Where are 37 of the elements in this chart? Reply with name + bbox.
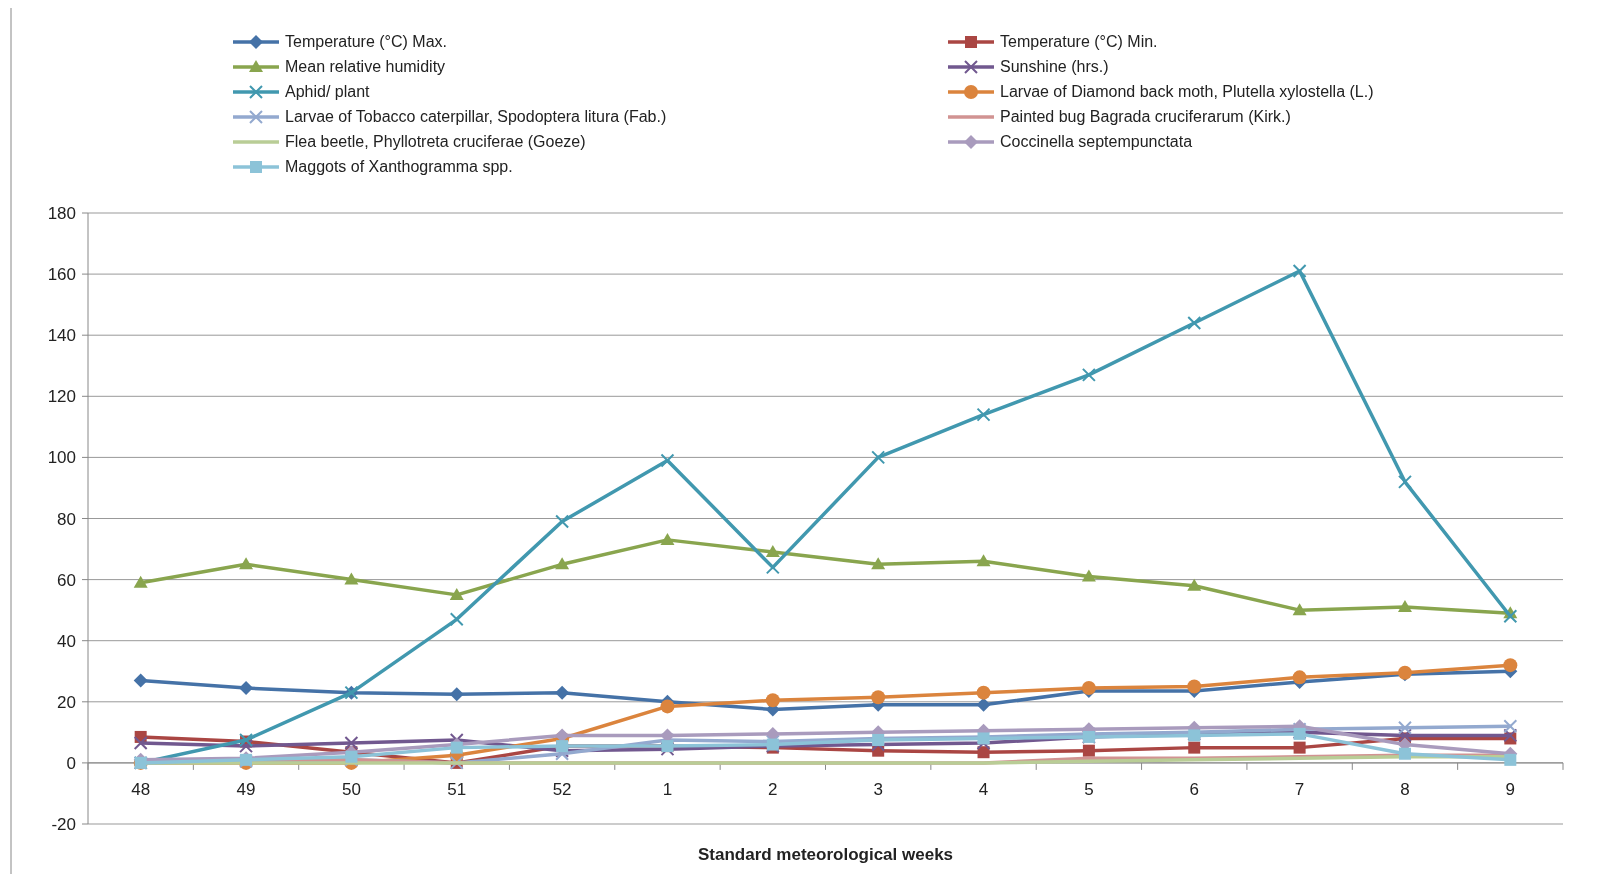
legend-label: Aphid/ plant — [285, 83, 371, 100]
x-tick-label: 8 — [1400, 779, 1410, 799]
y-tick-label: 40 — [57, 631, 76, 651]
x-tick-label: 1 — [662, 779, 673, 799]
legend-label: Sunshine (hrs.) — [1000, 58, 1109, 75]
y-tick-label: 120 — [47, 387, 76, 407]
y-tick-label: 160 — [47, 265, 76, 285]
legend-label: Larvae of Diamond back moth, Plutella xylostella (L.) — [1000, 83, 1374, 100]
x-tick-label: 51 — [447, 779, 467, 799]
y-tick-label: 180 — [47, 204, 76, 223]
x-tick-label: 49 — [236, 779, 256, 799]
y-tick-label: 20 — [57, 692, 76, 712]
x-tick-label: 7 — [1294, 779, 1305, 799]
legend-label: Coccinella septempunctata — [1000, 133, 1193, 150]
legend-label: Flea beetle, Phyllotreta cruciferae (Goeze) — [285, 133, 586, 150]
y-tick-label: 80 — [57, 509, 76, 529]
legend-label: Painted bug Bagrada cruciferarum (Kirk.) — [1000, 108, 1291, 125]
legend-label: Temperature (°C) Min. — [1000, 33, 1158, 50]
x-tick-label: 50 — [341, 779, 361, 799]
y-tick-label: -20 — [51, 815, 76, 834]
legend-label: Mean relative humidity — [285, 58, 446, 75]
y-tick-label: 60 — [57, 570, 76, 590]
y-tick-label: 0 — [66, 753, 76, 773]
y-tick-label: 140 — [47, 326, 76, 346]
x-tick-label: 48 — [131, 779, 151, 799]
x-tick-label: 5 — [1084, 779, 1094, 799]
legend-label: Maggots of Xanthogramma spp. — [285, 158, 513, 175]
x-tick-label: 52 — [552, 779, 572, 799]
x-axis-title: Standard meteorological weeks — [697, 845, 954, 864]
y-tick-label: 100 — [47, 448, 76, 468]
x-tick-label: 2 — [768, 779, 778, 799]
x-tick-label: 4 — [978, 779, 989, 799]
x-tick-label: 3 — [873, 779, 883, 799]
x-tick-label: 6 — [1189, 779, 1199, 799]
x-tick-label: 9 — [1505, 779, 1516, 799]
legend-label: Larvae of Tobacco caterpillar, Spodoptera litura (Fab.) — [285, 108, 667, 125]
legend-label: Temperature (°C) Max. — [285, 33, 447, 50]
